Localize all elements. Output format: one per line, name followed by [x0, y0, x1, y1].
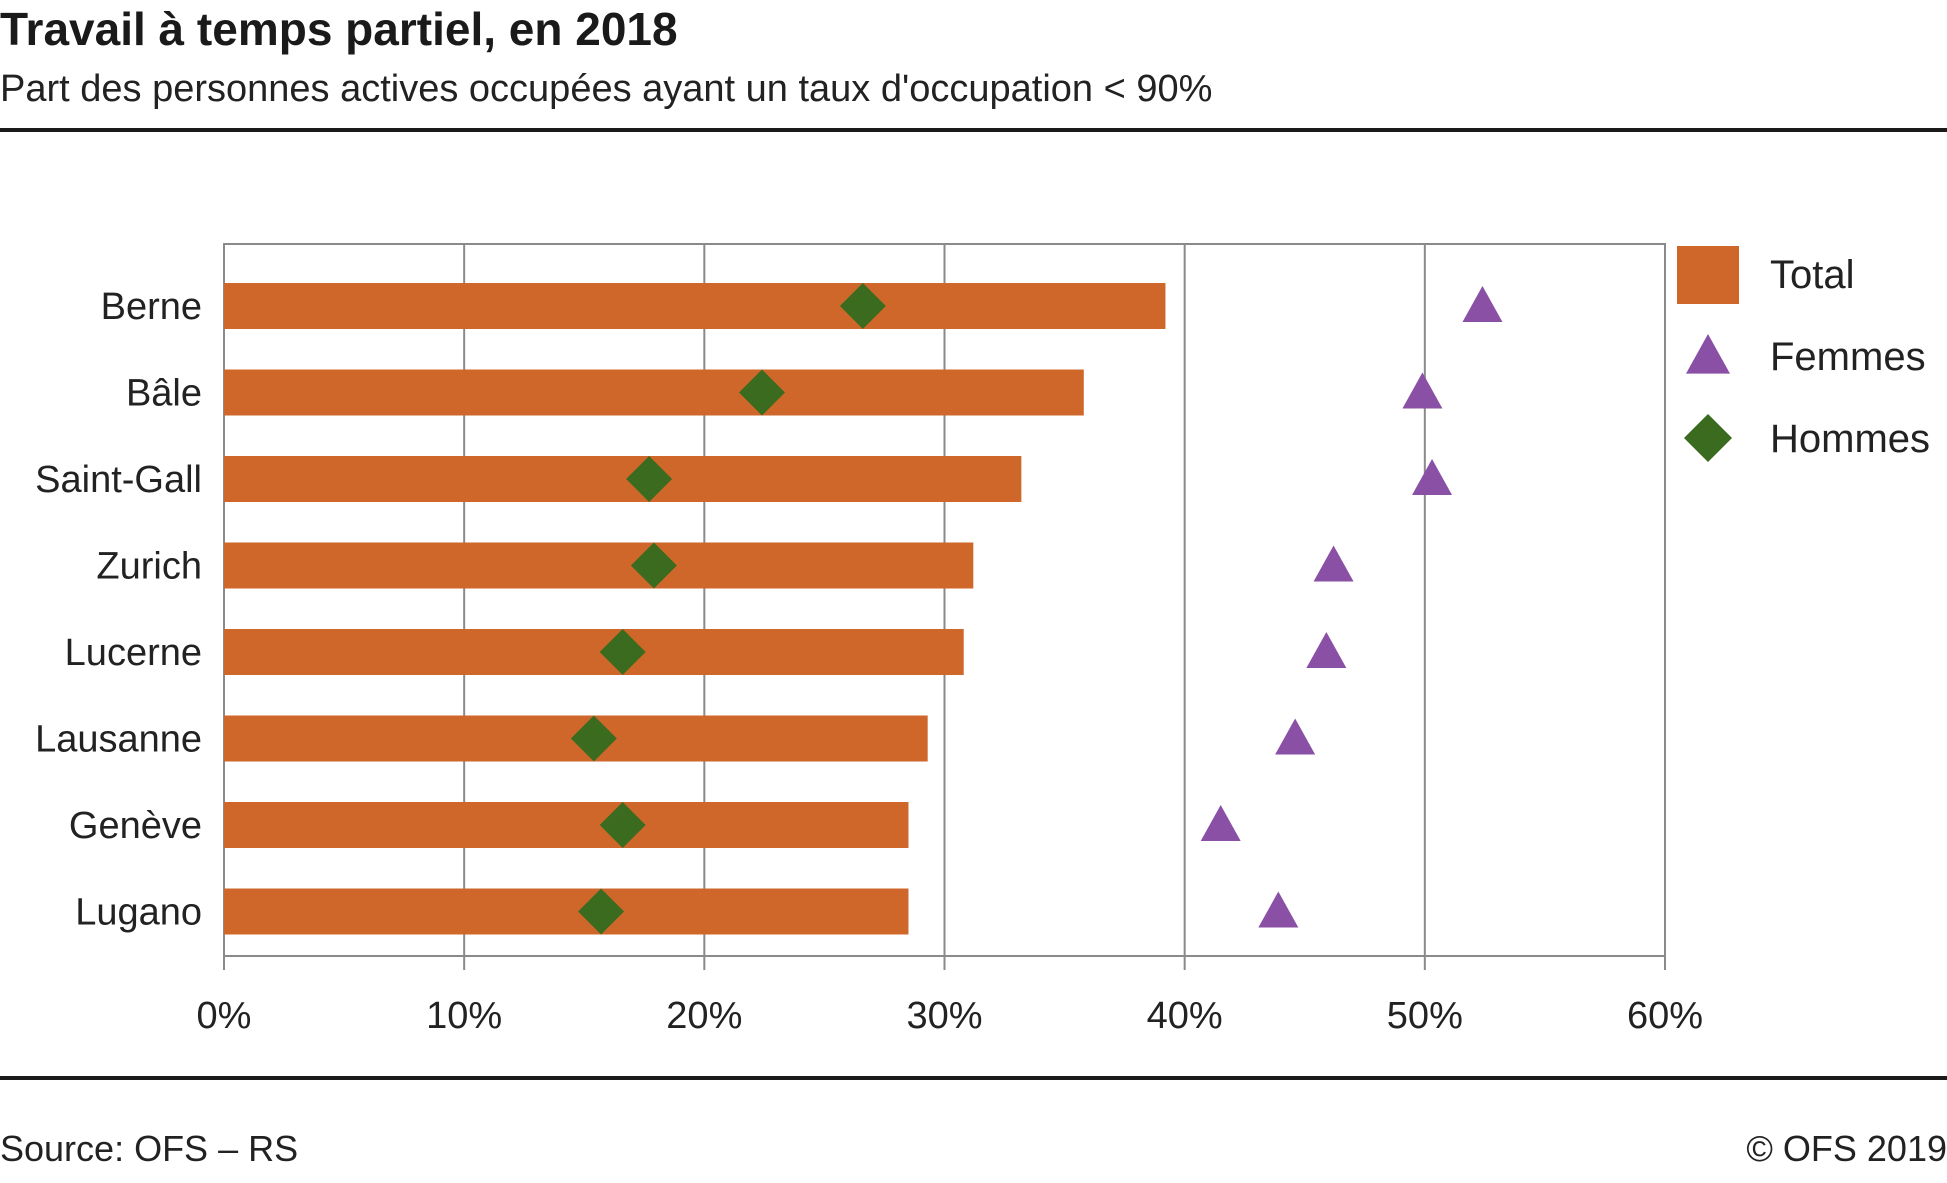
marker-femmes-lausanne [1275, 718, 1316, 755]
marker-femmes-saint-gall [1412, 459, 1453, 495]
marker-hommes-lausanne [570, 715, 617, 762]
legend-swatch-hommes [1684, 414, 1732, 462]
bottom-rule [0, 1076, 1947, 1080]
marker-femmes-lucerne [1306, 632, 1347, 668]
chart-subtitle: Part des personnes actives occupées ayan… [0, 68, 1213, 110]
bar-total-saint-gall [224, 456, 1022, 502]
x-tick-label: 30% [906, 995, 982, 1037]
chart-title: Travail à temps partiel, en 2018 [0, 3, 678, 55]
legend-label-femmes: Femmes [1770, 335, 1926, 379]
marker-hommes-lucerne [599, 629, 646, 675]
marker-hommes-lugano [578, 888, 625, 935]
legend-swatch-total [1677, 246, 1739, 304]
bar-total-bale [224, 369, 1084, 416]
category-label-zurich: Zurich [96, 546, 202, 588]
top-rule [0, 128, 1947, 132]
bar-total-berne [224, 283, 1166, 329]
category-label-lucerne: Lucerne [65, 632, 202, 674]
x-tick-label: 60% [1627, 995, 1703, 1037]
copyright-note: © OFS 2019 [1746, 1128, 1947, 1169]
marker-femmes-berne [1462, 286, 1503, 322]
x-tick-label: 40% [1147, 995, 1223, 1037]
bar-total-zurich [224, 542, 974, 589]
legend-label-hommes: Hommes [1770, 417, 1930, 461]
source-note: Source: OFS – RS [0, 1128, 299, 1169]
category-label-geneve: Genève [69, 805, 202, 847]
marker-femmes-zurich [1313, 545, 1354, 582]
grid-layer [223, 243, 1666, 970]
x-tick-label: 20% [666, 995, 742, 1037]
marker-hommes-berne [839, 283, 886, 329]
bar-total-lugano [224, 888, 909, 935]
legend-swatch-femmes [1686, 334, 1730, 374]
category-label-saint-gall: Saint-Gall [35, 459, 202, 501]
marker-femmes-bale [1402, 372, 1443, 409]
bars-layer [224, 283, 1166, 935]
labels-layer: 0% 10% 20% 30% 40% 50% 60% Berne Bâle Saint-Gall Z… [35, 286, 1703, 1037]
category-label-lausanne: Lausanne [35, 719, 202, 761]
marker-hommes-saint-gall [626, 456, 673, 502]
bar-total-lucerne [224, 629, 964, 675]
legend: Total Femmes Hommes [1677, 246, 1930, 462]
x-tick-label: 0% [197, 995, 252, 1037]
legend-label-total: Total [1770, 253, 1855, 297]
x-tick-label: 10% [426, 995, 502, 1037]
marker-hommes-zurich [630, 542, 677, 589]
x-tick-label: 50% [1387, 995, 1463, 1037]
marker-hommes-bale [738, 369, 785, 416]
bar-total-geneve [224, 802, 909, 848]
marker-femmes-lugano [1258, 891, 1299, 928]
marker-femmes-geneve [1200, 805, 1241, 841]
category-label-bale: Bâle [126, 373, 202, 415]
marker-hommes-geneve [599, 802, 646, 848]
category-label-lugano: Lugano [75, 892, 202, 934]
markers-layer [570, 283, 1503, 935]
category-label-berne: Berne [101, 286, 202, 328]
